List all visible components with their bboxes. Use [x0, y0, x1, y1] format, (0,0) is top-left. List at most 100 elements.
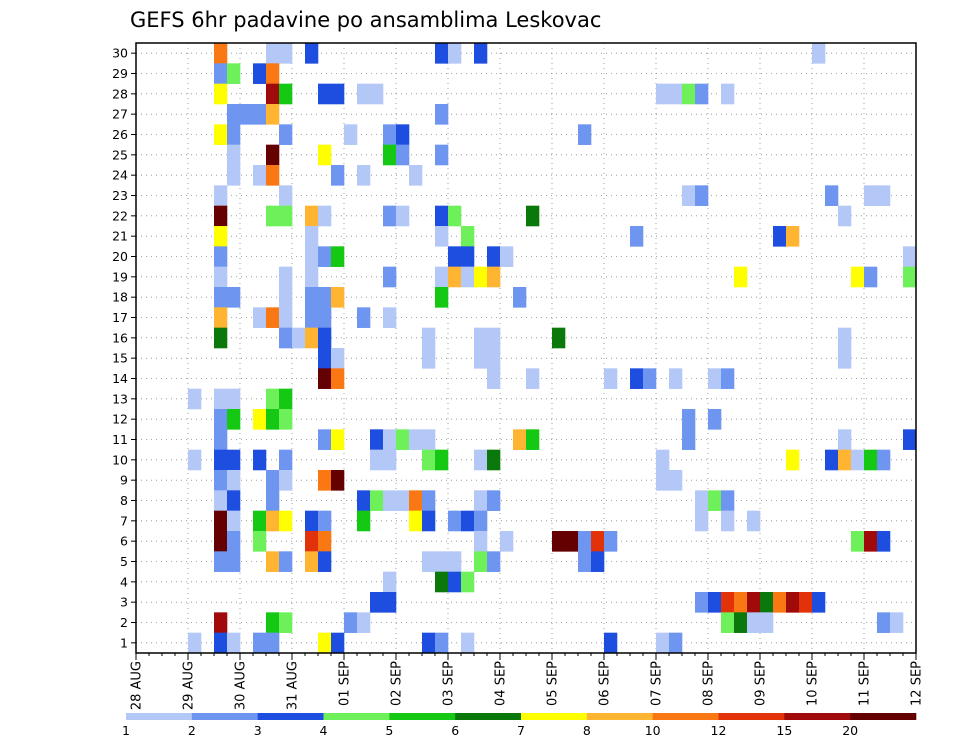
- heatmap-cell: [669, 368, 683, 389]
- heatmap-cell: [448, 266, 462, 288]
- heatmap-cell: [695, 510, 709, 532]
- heatmap-cell: [422, 490, 436, 511]
- heatmap-cell: [721, 592, 735, 613]
- colorbar-tick-label: 8: [583, 723, 591, 738]
- heatmap-cell: [383, 490, 397, 511]
- heatmap-cell: [383, 449, 397, 471]
- heatmap-cell: [214, 409, 228, 430]
- heatmap-cell: [526, 368, 540, 389]
- heatmap-cell: [318, 307, 332, 328]
- heatmap-cell: [227, 510, 241, 532]
- heatmap-cell: [448, 43, 462, 64]
- heatmap-cell: [305, 43, 319, 64]
- heatmap-cell: [214, 612, 228, 633]
- heatmap-cell: [357, 83, 371, 105]
- heatmap-cell: [474, 327, 488, 349]
- heatmap-cell: [227, 551, 241, 572]
- heatmap-cell: [695, 185, 709, 206]
- heatmap-cell: [422, 632, 436, 654]
- heatmap-cell: [214, 510, 228, 532]
- y-tick-label: 21: [112, 229, 128, 244]
- heatmap-cell: [682, 409, 696, 430]
- heatmap-cell: [474, 348, 488, 369]
- heatmap-cell: [656, 449, 670, 471]
- heatmap-cell: [422, 327, 436, 349]
- heatmap-cell: [838, 205, 852, 227]
- heatmap-cell: [409, 429, 423, 450]
- heatmap-cell: [214, 124, 228, 145]
- heatmap-cell: [305, 531, 319, 552]
- x-tick-label: 01 SEP: [338, 661, 353, 706]
- heatmap-cell: [825, 185, 839, 206]
- heatmap-cell: [266, 63, 280, 84]
- heatmap-cell: [474, 531, 488, 552]
- heatmap-cell: [604, 368, 618, 389]
- y-tick-label: 30: [112, 46, 128, 61]
- x-tick-label: 30 AUG: [234, 661, 249, 710]
- colorbar-tick-label: 1: [122, 723, 130, 738]
- heatmap-cell: [669, 470, 683, 491]
- heatmap-cell: [214, 632, 228, 654]
- heatmap-cell: [214, 246, 228, 267]
- heatmap-cell: [214, 551, 228, 572]
- colorbar-tick-label: 4: [320, 723, 328, 738]
- heatmap-cell: [487, 368, 501, 389]
- heatmap-cell: [318, 470, 332, 491]
- heatmap-cell: [357, 165, 371, 186]
- heatmap-cell: [227, 287, 241, 308]
- heatmap-cell: [214, 63, 228, 84]
- heatmap-cell: [877, 449, 891, 471]
- heatmap-cell: [305, 551, 319, 572]
- colorbar-segment: [652, 713, 719, 720]
- heatmap-cell: [279, 409, 293, 430]
- heatmap-cell: [266, 205, 280, 227]
- colorbar-tick-label: 5: [385, 723, 393, 738]
- heatmap-cell: [864, 185, 878, 206]
- heatmap-cell: [448, 551, 462, 572]
- colorbar-tick-label: 12: [711, 723, 727, 738]
- colorbar-segment: [323, 713, 390, 720]
- y-tick-label: 14: [112, 371, 128, 386]
- heatmap-cell: [214, 388, 228, 410]
- heatmap-cell: [344, 124, 358, 145]
- heatmap-cell: [266, 144, 280, 166]
- heatmap-cell: [578, 531, 592, 552]
- heatmap-cell: [266, 409, 280, 430]
- heatmap-cell: [396, 490, 410, 511]
- heatmap-cell: [266, 470, 280, 491]
- heatmap-cell: [877, 612, 891, 633]
- heatmap-cell: [747, 510, 761, 532]
- heatmap-cell: [487, 490, 501, 511]
- heatmap-cell: [799, 592, 813, 613]
- heatmap-cell: [227, 388, 241, 410]
- heatmap-cell: [331, 368, 345, 389]
- heatmap-cell: [773, 592, 787, 613]
- heatmap-cell: [266, 43, 280, 64]
- heatmap-cell: [903, 266, 917, 288]
- colorbar-segment: [586, 713, 653, 720]
- heatmap-cell: [630, 226, 644, 247]
- x-tick-label: 09 SEP: [754, 661, 769, 706]
- heatmap-cell: [331, 165, 345, 186]
- heatmap-cell: [253, 632, 267, 654]
- x-tick-label: 03 SEP: [442, 661, 457, 706]
- heatmap-cell: [461, 632, 475, 654]
- heatmap-cell: [383, 307, 397, 328]
- heatmap-cell: [227, 165, 241, 186]
- y-tick-label: 8: [120, 493, 128, 508]
- heatmap-cell: [669, 632, 683, 654]
- heatmap-cell: [864, 531, 878, 552]
- heatmap-cell: [435, 104, 449, 125]
- heatmap-cell: [227, 409, 241, 430]
- colorbar-segment: [126, 713, 193, 720]
- colorbar-segment: [191, 713, 258, 720]
- heatmap-cell: [474, 510, 488, 532]
- heatmap-cell: [370, 490, 384, 511]
- colorbar-tick-label: 2: [188, 723, 196, 738]
- heatmap-cell: [487, 266, 501, 288]
- heatmap-cell: [214, 327, 228, 349]
- heatmap-cell: [279, 287, 293, 308]
- colorbar-tick-label: 20: [842, 723, 858, 738]
- heatmap-cell: [474, 490, 488, 511]
- y-tick-label: 17: [112, 310, 128, 325]
